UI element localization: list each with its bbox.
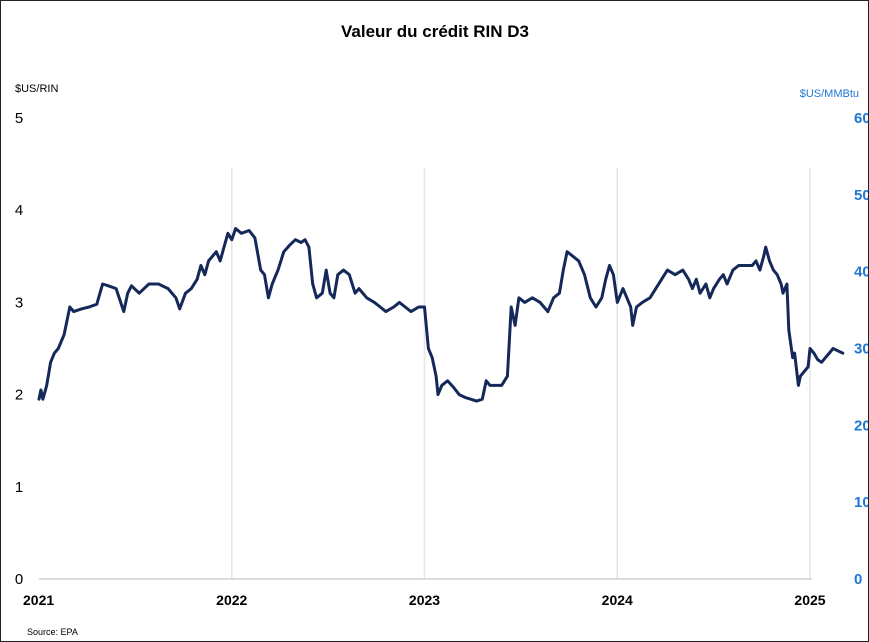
y-tick-right-30: 30 <box>854 341 868 358</box>
y-tick-left-5: 5 <box>15 110 23 127</box>
y-axis-left-ticks: 0 1 2 3 4 5 <box>15 110 23 588</box>
x-tick-2024: 2024 <box>602 592 633 608</box>
x-axis-ticks: 2021 2022 2023 2024 2025 <box>23 592 826 608</box>
y-tick-left-0: 0 <box>15 571 23 588</box>
x-tick-2023: 2023 <box>409 592 440 608</box>
chart-title: Valeur du crédit RIN D3 <box>341 22 529 41</box>
y-tick-right-40: 40 <box>854 264 868 281</box>
y-tick-right-20: 20 <box>854 417 868 434</box>
x-tick-2022: 2022 <box>216 592 247 608</box>
y-tick-left-2: 2 <box>15 387 23 404</box>
x-tick-2025: 2025 <box>794 592 825 608</box>
x-tick-2021: 2021 <box>23 592 54 608</box>
y-tick-left-3: 3 <box>15 294 23 311</box>
y-axis-right-ticks: 0 10 20 30 40 50 60 <box>854 110 868 588</box>
y-axis-left-unit: $US/RIN <box>15 83 58 95</box>
y-tick-left-4: 4 <box>15 202 23 219</box>
y-tick-right-10: 10 <box>854 494 868 511</box>
y-tick-right-60: 60 <box>854 110 868 127</box>
y-tick-left-1: 1 <box>15 479 23 496</box>
source-note: Source: EPA <box>27 627 78 637</box>
grid-lines <box>231 168 811 579</box>
series-line-rin-d3 <box>37 227 845 403</box>
y-axis-right-unit: $US/MMBtu <box>800 88 859 100</box>
y-tick-right-0: 0 <box>854 571 862 588</box>
y-tick-right-50: 50 <box>854 187 868 204</box>
